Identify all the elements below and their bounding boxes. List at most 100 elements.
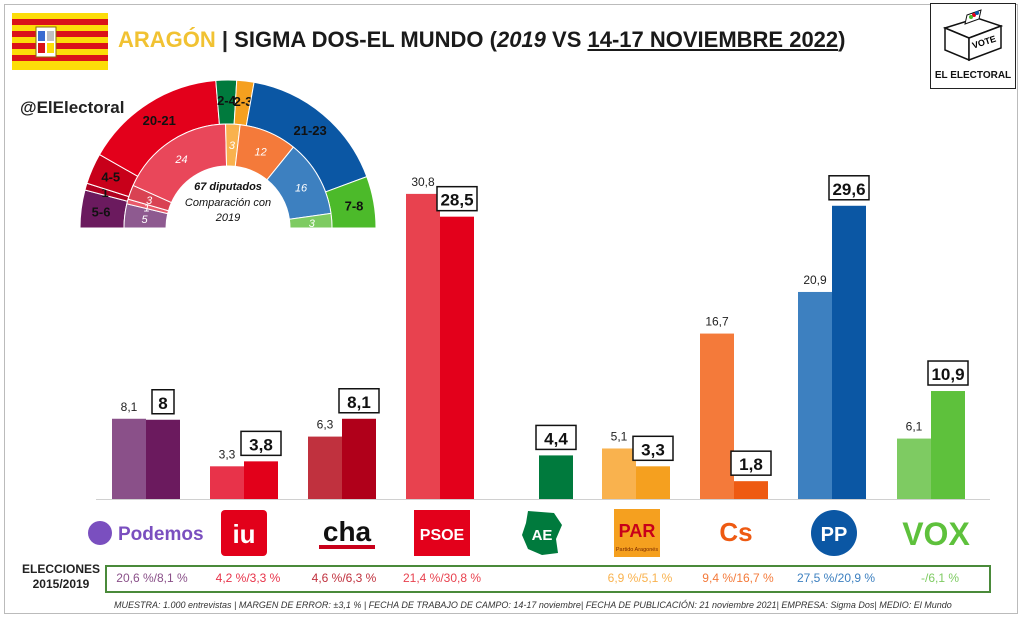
elections-label-line2: 2015/2019 — [32, 577, 90, 591]
seats-2019-label-psoe: 24 — [174, 154, 187, 166]
el-electoral-logo: VOTE EL ELECTORAL — [930, 3, 1016, 89]
value-label-2022-cs: 1,8 — [739, 455, 763, 474]
bar-2019-cs — [700, 333, 734, 499]
value-label-2019-podemos: 8,1 — [121, 400, 138, 414]
value-label-2022-ae: 4,4 — [544, 429, 568, 448]
svg-text:Cs: Cs — [719, 517, 752, 547]
bar-2022-vox — [931, 391, 965, 499]
seats-2022-label-psoe: 20-21 — [143, 113, 176, 128]
svg-text:AE: AE — [532, 527, 553, 544]
svg-text:PP: PP — [821, 524, 848, 546]
hemicycle-comparison-label: Comparación con — [185, 197, 271, 209]
elections-label-line1: ELECCIONES — [21, 562, 100, 576]
seats-2019-label-iu: 1 — [144, 203, 150, 215]
value-label-2019-par: 5,1 — [611, 429, 628, 443]
bar-2022-podemos — [146, 419, 180, 499]
seats-2022-label-ae: 2-4 — [217, 93, 237, 108]
svg-text:PSOE: PSOE — [420, 527, 465, 544]
svg-text:iu: iu — [232, 519, 255, 549]
seats-2019-label-pp: 16 — [295, 183, 308, 195]
seats-2019-label-cha: 3 — [146, 195, 153, 207]
title-vs: VS — [545, 27, 588, 52]
value-box-2022-podemos — [151, 389, 175, 415]
ballot-box-icon: VOTE — [942, 9, 1004, 62]
value-label-2019-pp: 20,9 — [803, 273, 827, 287]
value-box-2022-psoe — [436, 185, 478, 212]
value-box-2022-par — [632, 435, 674, 462]
bar-2019-podemos — [112, 418, 146, 499]
election-result-psoe: 21,4 %/30,8 % — [402, 571, 482, 585]
bar-2019-pp — [798, 291, 832, 499]
value-box-2022-cha — [338, 388, 380, 414]
hemicycle-center-label: 67 diputados — [194, 181, 262, 193]
election-result-vox: -/6,1 % — [920, 571, 960, 585]
pp-logo: PP — [806, 508, 862, 558]
election-result-cs: 9,4 %/16,7 % — [702, 571, 774, 585]
value-label-2019-iu: 3,3 — [219, 447, 236, 461]
value-label-2019-cs: 16,7 — [705, 315, 729, 329]
bar-2022-psoe — [440, 216, 474, 499]
page-title: ARAGÓN | SIGMA DOS-EL MUNDO (2019 VS 14-… — [118, 27, 845, 53]
seats-2022-label-podemos: 5-6 — [92, 204, 111, 219]
aragon-flag — [12, 13, 108, 70]
value-label-2019-vox: 6,1 — [906, 420, 923, 434]
title-close: ) — [838, 27, 846, 52]
value-box-2022-pp — [828, 175, 870, 201]
seats-2022-label-cha: 4-5 — [101, 170, 120, 185]
seats-2022-label-pp: 21-23 — [294, 123, 327, 138]
par-logo: PAR Partido Aragonés — [612, 508, 662, 558]
figure-frame — [4, 4, 1018, 614]
ae-logo: AE — [516, 508, 566, 558]
seats-2019-label-par: 3 — [229, 140, 236, 152]
election-result-iu: 4,2 %/3,3 % — [215, 571, 281, 585]
seats-2019-label-podemos: 5 — [142, 214, 149, 226]
twitter-handle: @ElElectoral — [20, 98, 125, 117]
bar-2022-ae — [539, 455, 573, 499]
bar-2022-par — [636, 466, 670, 499]
iu-logo: iu — [218, 508, 270, 558]
bar-2019-par — [602, 448, 636, 499]
svg-text:VOX: VOX — [902, 516, 970, 552]
seats-2022-label-vox: 7-8 — [345, 198, 364, 213]
svg-text:Podemos: Podemos — [118, 524, 204, 545]
elections-results-box — [105, 565, 991, 593]
logo-brand-text: EL ELECTORAL — [934, 70, 1012, 81]
svg-text:PAR: PAR — [619, 521, 656, 541]
value-label-2022-pp: 29,6 — [832, 180, 865, 199]
title-main: SIGMA DOS-EL MUNDO ( — [234, 27, 497, 52]
seats-2019-label-cs: 12 — [254, 147, 266, 159]
svg-text:Partido Aragonés: Partido Aragonés — [616, 547, 658, 553]
election-result-pp: 27,5 %/20,9 % — [796, 571, 876, 585]
psoe-logo: PSOE — [412, 508, 472, 558]
bar-2019-iu — [210, 466, 244, 499]
value-label-2022-iu: 3,8 — [249, 435, 273, 454]
region-name: ARAGÓN — [118, 27, 216, 52]
bar-2022-cha — [342, 418, 376, 499]
value-box-2022-cs — [730, 450, 772, 476]
title-dates: 14-17 NOVIEMBRE 2022 — [587, 27, 839, 52]
seats-2019-segment-vox — [288, 212, 333, 229]
seats-2022-label-iu: 1 — [101, 185, 108, 200]
bar-2019-vox — [897, 438, 931, 499]
value-box-2022-iu — [240, 430, 282, 457]
elections-label: ELECCIONES 2015/2019 — [18, 562, 104, 592]
methodology-footer: MUESTRA: 1.000 entrevistas | MARGEN DE E… — [114, 600, 952, 610]
vox-logo: VOX — [896, 508, 976, 558]
value-label-2022-vox: 10,9 — [931, 365, 964, 384]
value-label-2019-psoe: 30,8 — [411, 175, 435, 189]
value-box-2022-vox — [927, 360, 969, 386]
bar-2019-psoe — [406, 193, 440, 499]
title-year: 2019 — [496, 27, 546, 52]
podemos-logo: Podemos — [84, 508, 212, 558]
bar-2022-cs — [734, 481, 768, 499]
election-result-podemos: 20,6 %/8,1 % — [116, 571, 188, 585]
election-result-cha: 4,6 %/6,3 % — [311, 571, 377, 585]
bar-2019-cha — [308, 436, 342, 499]
seats-2019-label-vox: 3 — [309, 218, 316, 230]
value-label-2022-psoe: 28,5 — [440, 191, 473, 210]
bar-2022-pp — [832, 205, 866, 499]
title-separator: | — [215, 27, 235, 52]
election-result-par: 6,9 %/5,1 % — [607, 571, 673, 585]
seats-2022-label-par: 2-3 — [234, 94, 253, 109]
